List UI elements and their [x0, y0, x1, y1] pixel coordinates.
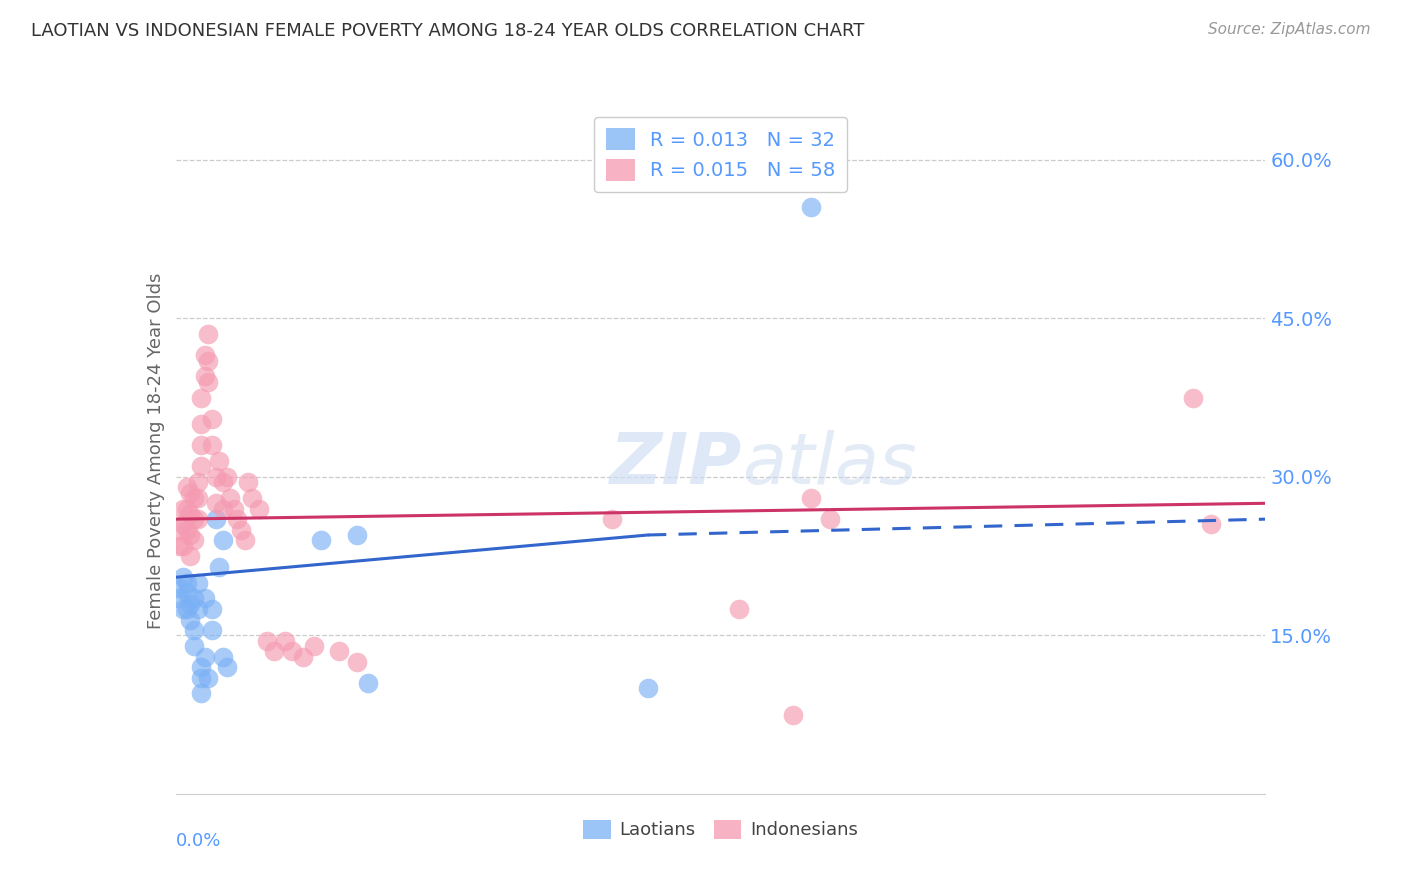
Point: [186, 475, 209, 490]
Point: [194, 591, 217, 606]
Point: [800, 491, 823, 505]
Point: [204, 496, 226, 510]
Text: LAOTIAN VS INDONESIAN FEMALE POVERTY AMONG 18-24 YEAR OLDS CORRELATION CHART: LAOTIAN VS INDONESIAN FEMALE POVERTY AMO…: [31, 22, 865, 40]
Point: [204, 512, 226, 526]
Point: [201, 602, 224, 616]
Point: [208, 559, 231, 574]
Point: [169, 591, 191, 606]
Point: [782, 707, 804, 722]
Point: [231, 523, 253, 537]
Point: [176, 602, 198, 616]
Point: [818, 512, 841, 526]
Point: [197, 671, 219, 685]
Point: [194, 649, 217, 664]
Point: [346, 528, 368, 542]
Point: [247, 501, 270, 516]
Point: [179, 485, 201, 500]
Point: [197, 353, 219, 368]
Point: [222, 501, 245, 516]
Point: [194, 348, 217, 362]
Point: [212, 501, 235, 516]
Point: [190, 459, 212, 474]
Point: [186, 602, 209, 616]
Point: [183, 533, 205, 548]
Point: [800, 201, 823, 215]
Point: [190, 671, 212, 685]
Point: [238, 475, 260, 490]
Point: [212, 649, 235, 664]
Point: [1181, 391, 1204, 405]
Point: [600, 512, 623, 526]
Point: [183, 591, 205, 606]
Point: [186, 512, 209, 526]
Text: ZIP: ZIP: [610, 430, 742, 499]
Point: [727, 602, 749, 616]
Point: [190, 417, 212, 431]
Point: [309, 533, 332, 548]
Point: [204, 470, 226, 484]
Point: [190, 438, 212, 452]
Point: [226, 512, 249, 526]
Point: [291, 649, 314, 664]
Point: [302, 639, 325, 653]
Point: [215, 470, 238, 484]
Point: [346, 655, 368, 669]
Legend: Laotians, Indonesians: Laotians, Indonesians: [576, 813, 865, 847]
Point: [183, 639, 205, 653]
Point: [176, 575, 198, 590]
Point: [183, 623, 205, 637]
Point: [1199, 517, 1222, 532]
Point: [172, 517, 194, 532]
Point: [281, 644, 304, 658]
Point: [212, 475, 235, 490]
Text: Source: ZipAtlas.com: Source: ZipAtlas.com: [1208, 22, 1371, 37]
Point: [190, 686, 212, 700]
Point: [179, 613, 201, 627]
Point: [208, 454, 231, 468]
Point: [190, 660, 212, 674]
Point: [176, 523, 198, 537]
Point: [637, 681, 659, 696]
Point: [169, 523, 191, 537]
Point: [194, 369, 217, 384]
Point: [256, 633, 278, 648]
Point: [197, 375, 219, 389]
Point: [169, 539, 191, 553]
Point: [215, 660, 238, 674]
Point: [179, 597, 201, 611]
Point: [263, 644, 285, 658]
Point: [183, 512, 205, 526]
Point: [172, 570, 194, 584]
Point: [201, 411, 224, 425]
Point: [176, 480, 198, 494]
Point: [183, 491, 205, 505]
Point: [233, 533, 256, 548]
Point: [179, 528, 201, 542]
Point: [201, 623, 224, 637]
Text: 0.0%: 0.0%: [176, 831, 221, 850]
Point: [328, 644, 350, 658]
Point: [179, 507, 201, 521]
Point: [169, 581, 191, 595]
Point: [274, 633, 297, 648]
Point: [212, 533, 235, 548]
Point: [176, 501, 198, 516]
Point: [172, 539, 194, 553]
Point: [240, 491, 263, 505]
Point: [201, 438, 224, 452]
Point: [357, 676, 380, 690]
Point: [190, 391, 212, 405]
Text: atlas: atlas: [742, 430, 917, 499]
Point: [176, 586, 198, 600]
Point: [179, 549, 201, 563]
Point: [172, 501, 194, 516]
Y-axis label: Female Poverty Among 18-24 Year Olds: Female Poverty Among 18-24 Year Olds: [146, 272, 165, 629]
Point: [186, 491, 209, 505]
Point: [186, 575, 209, 590]
Point: [172, 602, 194, 616]
Point: [197, 327, 219, 342]
Point: [219, 491, 242, 505]
